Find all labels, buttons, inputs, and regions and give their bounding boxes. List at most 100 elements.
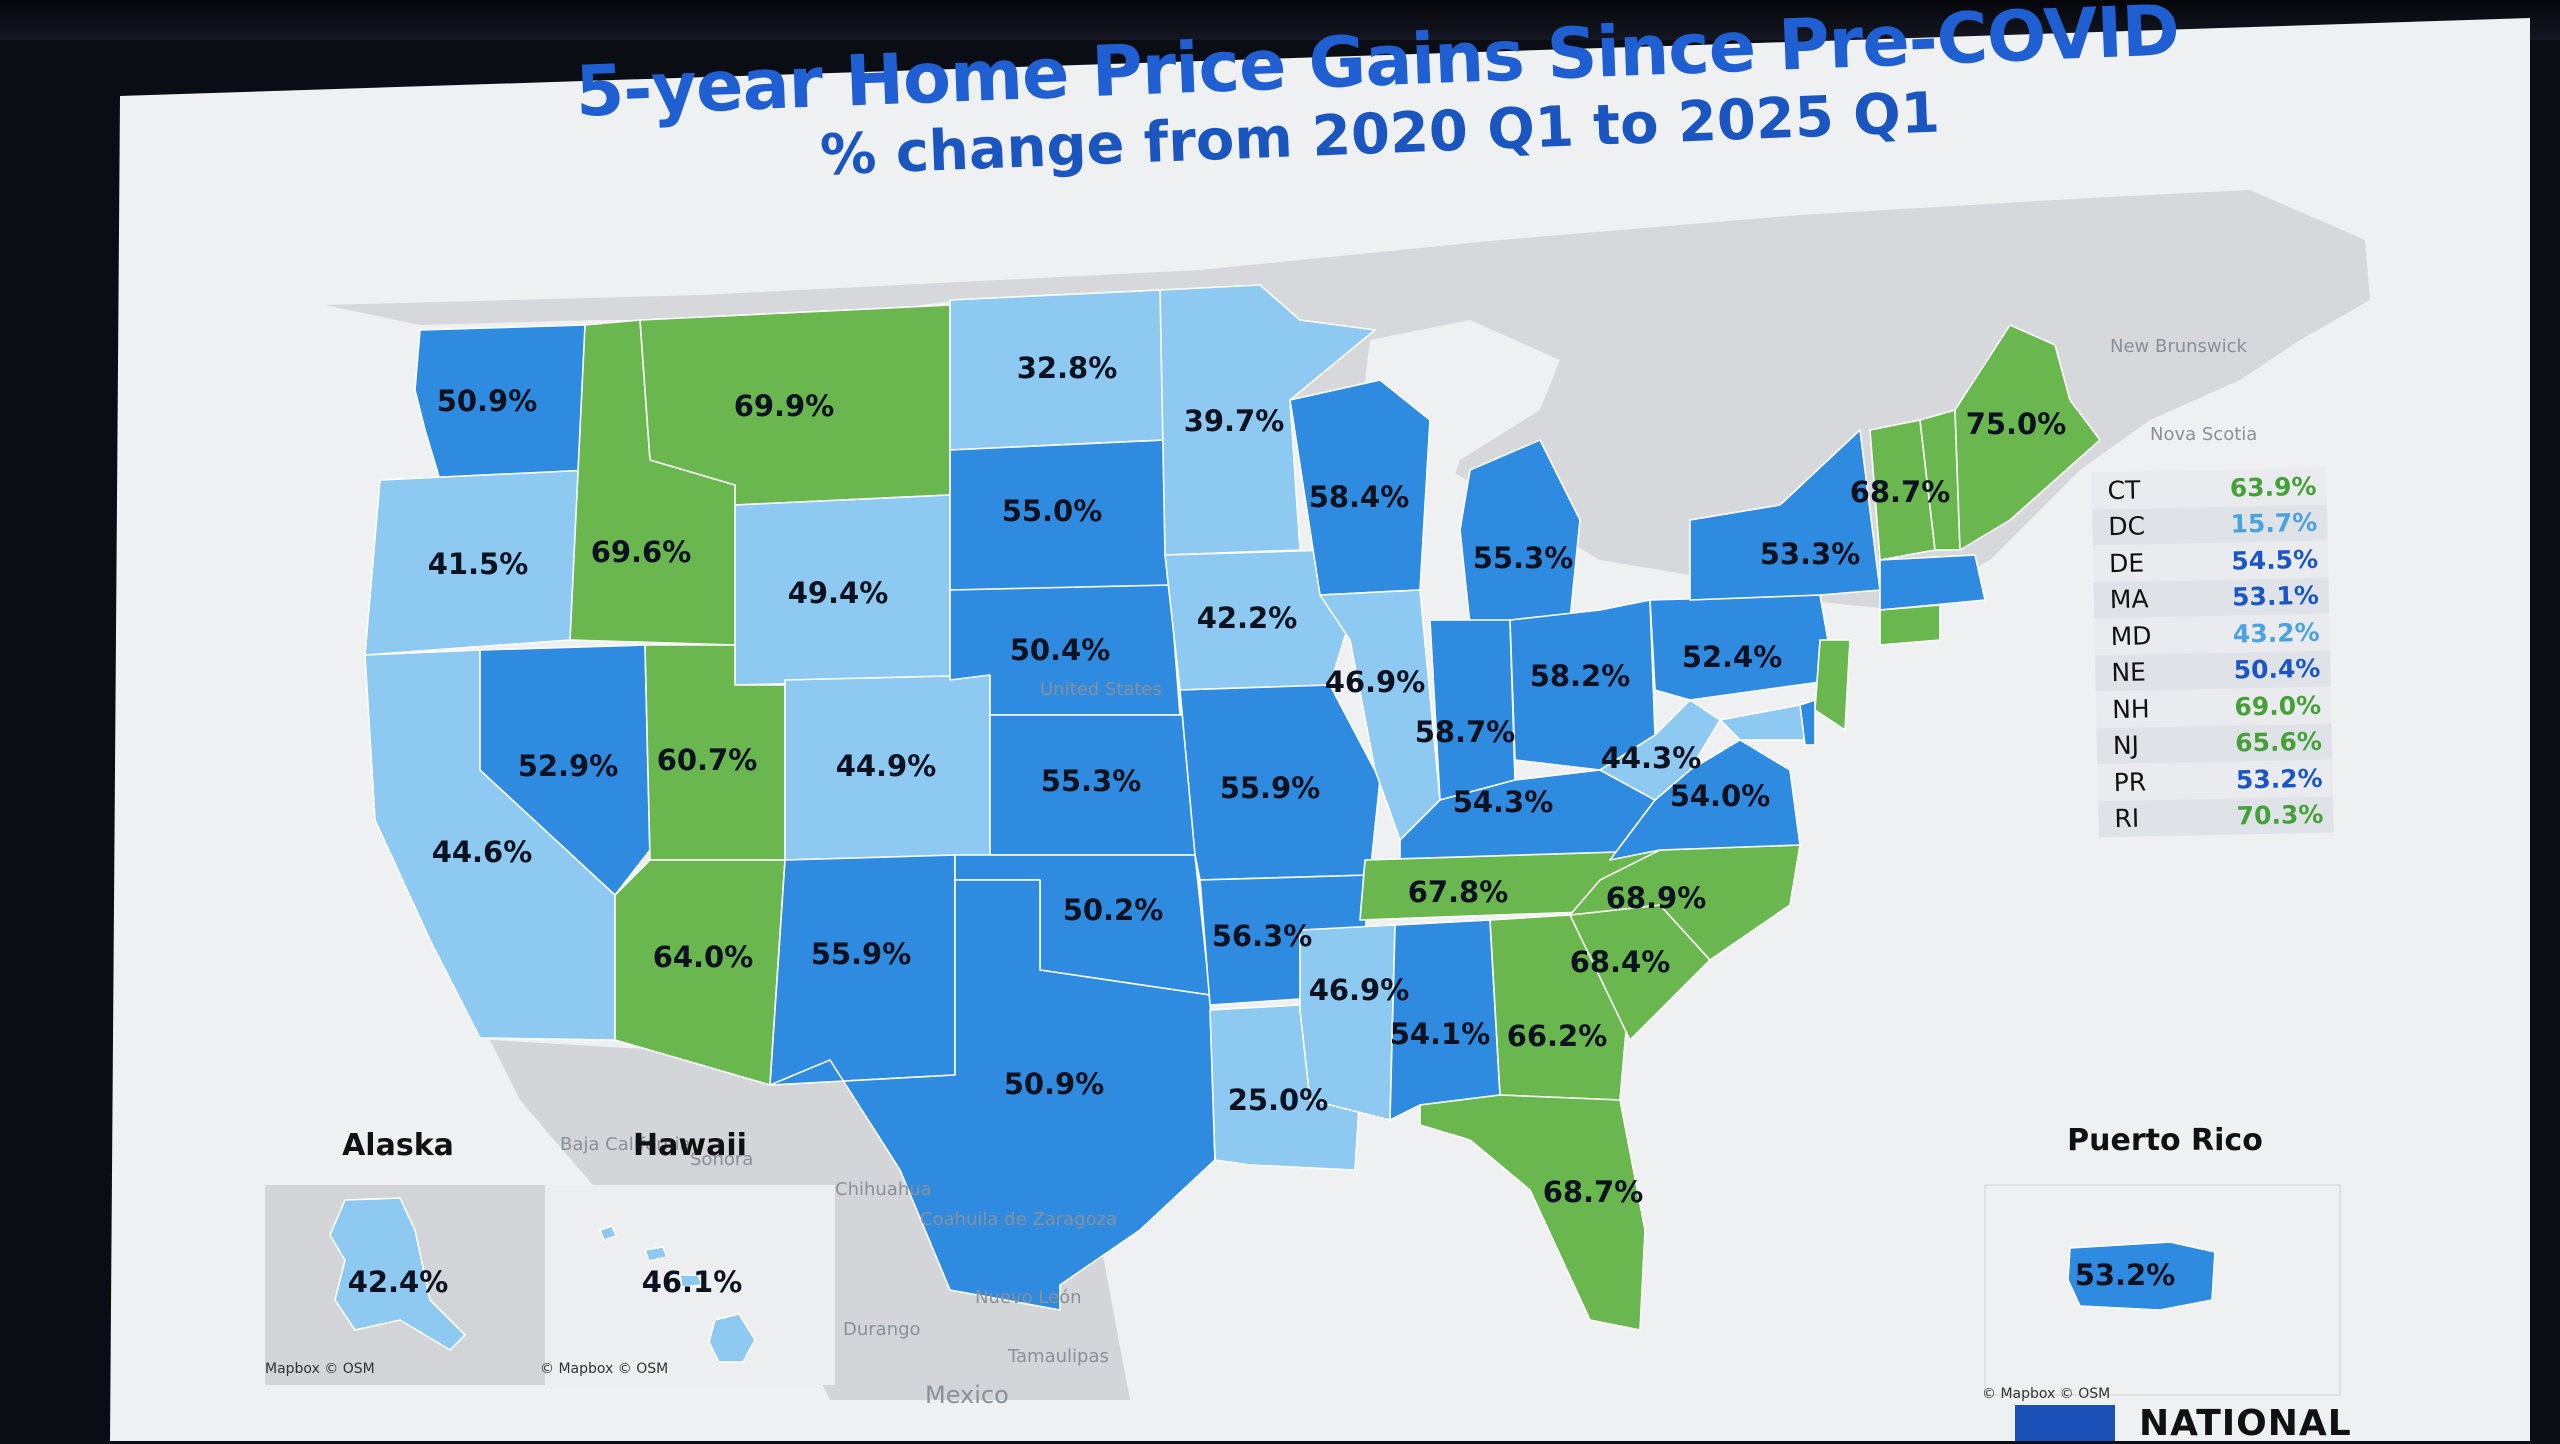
label-VT: 68.7%: [1850, 475, 1951, 509]
label-durango: Durango: [843, 1319, 921, 1340]
label-FL: 68.7%: [1543, 1175, 1644, 1209]
label-NM: 55.9%: [811, 937, 912, 971]
label-TN: 67.8%: [1408, 875, 1509, 909]
credit-alaska: Mapbox © OSM: [265, 1361, 375, 1377]
legend-state-code: MD: [2110, 621, 2152, 651]
state-ME[interactable]: [1954, 324, 2101, 551]
legend-state-value: 69.0%: [2234, 690, 2322, 722]
legend-state-value: 63.9%: [2229, 471, 2317, 503]
legend-row-de: DE 54.5%: [2092, 540, 2329, 582]
label-ND: 32.8%: [1017, 351, 1118, 385]
label-AR: 56.3%: [1212, 919, 1313, 953]
legend-row-ne: NE 50.4%: [2095, 650, 2331, 692]
label-MN: 39.7%: [1184, 404, 1285, 438]
legend-state-code: DE: [2108, 548, 2145, 578]
state-WI[interactable]: [1289, 379, 1431, 596]
legend-row-ct: CT 63.9%: [2091, 467, 2327, 509]
label-new-brunswick: New Brunswick: [2110, 336, 2248, 357]
label-MI: 55.3%: [1473, 541, 1574, 575]
state-NC[interactable]: [1569, 844, 1801, 961]
legend-row-dc: DC 15.7%: [2091, 504, 2328, 546]
label-WI: 58.4%: [1309, 480, 1410, 514]
brand-logo: NATIONAL: [2015, 1402, 2352, 1444]
state-FL[interactable]: [1419, 1094, 1646, 1331]
label-TX: 50.9%: [1004, 1067, 1105, 1101]
label-MO: 55.9%: [1220, 771, 1321, 805]
label-SD: 55.0%: [1002, 494, 1103, 528]
label-MS: 46.9%: [1309, 973, 1410, 1007]
inset-title-alaska: Alaska: [342, 1128, 454, 1163]
legend-state-value: 54.5%: [2231, 544, 2319, 576]
legend-row-ri: RI 70.3%: [2098, 796, 2334, 838]
credit-hawaii: © Mapbox © OSM: [540, 1361, 668, 1377]
state-MS[interactable]: [1299, 924, 1396, 1121]
label-ID: 69.6%: [591, 535, 692, 569]
legend-state-value: 70.3%: [2236, 799, 2324, 831]
label-chihuahua: Chihuahua: [835, 1179, 932, 1200]
label-NY: 53.3%: [1760, 537, 1861, 571]
label-VA: 54.0%: [1670, 779, 1771, 813]
label-HI: 46.1%: [642, 1265, 743, 1299]
label-tamaulipas: Tamaulipas: [1007, 1346, 1109, 1367]
label-PA: 52.4%: [1682, 640, 1783, 674]
legend-state-code: NE: [2111, 657, 2147, 688]
label-CO: 44.9%: [836, 749, 937, 783]
legend-state-code: DC: [2108, 511, 2146, 542]
label-OK: 50.2%: [1063, 893, 1164, 927]
legend-state-value: 53.1%: [2231, 581, 2320, 612]
inset-title-puerto-rico: Puerto Rico: [2067, 1123, 2263, 1158]
label-WV: 44.3%: [1601, 741, 1702, 775]
label-OH: 58.2%: [1530, 659, 1631, 693]
label-nova-scotia: Nova Scotia: [2150, 424, 2257, 445]
label-IN: 58.7%: [1415, 715, 1516, 749]
legend-state-value: 65.6%: [2234, 726, 2323, 758]
label-AK: 42.4%: [348, 1265, 449, 1299]
legend-state-code: MA: [2109, 584, 2149, 615]
label-NE: 50.4%: [1010, 633, 1111, 667]
label-CA: 44.6%: [432, 835, 533, 869]
state-PR[interactable]: [2067, 1241, 2216, 1311]
label-NC: 68.9%: [1606, 881, 1707, 915]
label-OR: 41.5%: [428, 547, 529, 581]
legend-row-nh: NH 69.0%: [2095, 686, 2332, 728]
label-IA: 42.2%: [1197, 601, 1298, 635]
label-AL: 54.1%: [1390, 1017, 1491, 1051]
state-DE[interactable]: [1799, 699, 1816, 746]
label-IL: 46.9%: [1325, 665, 1426, 699]
credit-puerto-rico: © Mapbox © OSM: [1982, 1386, 2110, 1402]
state-HI[interactable]: [599, 1225, 756, 1363]
brand-name: NATIONAL: [2139, 1402, 2352, 1444]
legend-row-ma: MA 53.1%: [2093, 577, 2330, 619]
state-IN[interactable]: [1429, 619, 1516, 801]
legend-state-code: CT: [2107, 475, 2141, 505]
label-baja-california: Baja California: [560, 1134, 691, 1155]
label-PR: 53.2%: [2075, 1258, 2176, 1292]
state-AK[interactable]: [329, 1197, 466, 1351]
label-MT: 69.9%: [734, 389, 835, 423]
state-TX[interactable]: [769, 879, 1216, 1311]
state-MD[interactable]: [1719, 704, 1806, 741]
label-KY: 54.3%: [1453, 785, 1554, 819]
label-sonora: Sonora: [690, 1149, 753, 1170]
label-united-states: United States: [1040, 679, 1162, 700]
label-coahuila: Coahuila de Zaragoza: [920, 1209, 1117, 1230]
brand-mark-icon: [2015, 1405, 2115, 1441]
state-NV[interactable]: [479, 644, 651, 896]
legend-state-code: PR: [2113, 767, 2147, 797]
state-IA[interactable]: [1164, 549, 1351, 691]
legend-state-code: RI: [2114, 803, 2140, 834]
label-WY: 49.4%: [788, 576, 889, 610]
legend-state-code: NH: [2111, 694, 2150, 724]
label-LA: 25.0%: [1228, 1083, 1329, 1117]
label-NV: 52.9%: [518, 749, 619, 783]
legend-state-value: 53.2%: [2235, 763, 2323, 795]
label-ME: 75.0%: [1966, 407, 2067, 441]
state-CT[interactable]: [1879, 604, 1941, 646]
state-NJ[interactable]: [1814, 639, 1851, 731]
state-MA[interactable]: [1879, 554, 1986, 611]
legend-state-value: 43.2%: [2232, 617, 2320, 649]
label-UT: 60.7%: [657, 743, 758, 777]
legend-row-nj: NJ 65.6%: [2096, 723, 2333, 765]
